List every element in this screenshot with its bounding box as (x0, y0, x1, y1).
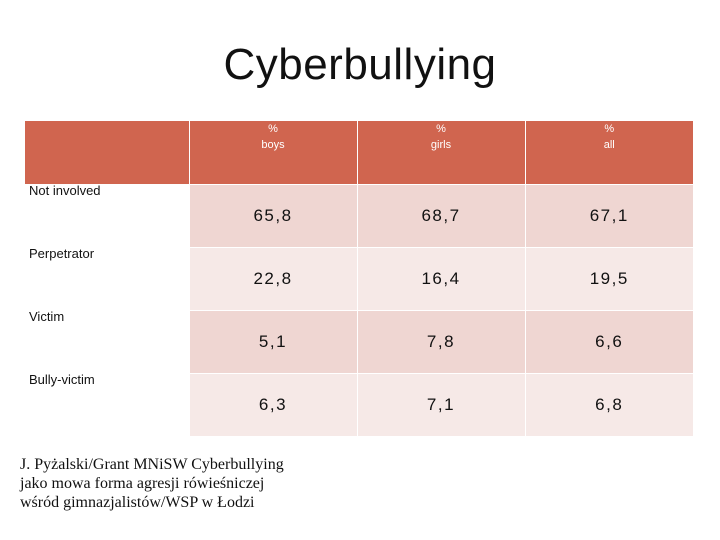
header-empty-cell (25, 121, 190, 184)
row-label-perpetrator: Perpetrator (25, 246, 190, 310)
cell-victim-girls: 7,8 (357, 309, 526, 373)
cell-victim-all: 6,6 (525, 309, 693, 373)
table-header-row: % boys % girls % all (25, 121, 693, 184)
header-girls-label: girls (430, 139, 452, 151)
header-all-label: all (603, 139, 615, 151)
source-citation: J. Pyżalski/Grant MNiSW Cyberbullying ja… (20, 455, 360, 512)
slide-title: Cyberbullying (223, 40, 497, 89)
source-line-1: J. Pyżalski/Grant MNiSW Cyberbullying (20, 456, 284, 473)
header-boys-label: boys (261, 139, 285, 151)
cell-bully-victim-boys: 6,3 (189, 372, 358, 436)
table-row: Not involved 65,8 68,7 67,1 (25, 183, 693, 247)
cell-perpetrator-girls: 16,4 (357, 246, 526, 310)
source-line-2: jako mowa forma agresji rówieśniczej (20, 475, 265, 492)
cell-bully-victim-all: 6,8 (525, 372, 693, 436)
header-boys: % boys (189, 121, 358, 184)
cell-perpetrator-boys: 22,8 (189, 246, 358, 310)
table-row: Bully-victim 6,3 7,1 6,8 (25, 372, 693, 436)
header-all: % all (525, 121, 693, 184)
header-girls: % girls (357, 121, 526, 184)
cell-bully-victim-girls: 7,1 (357, 372, 526, 436)
cell-not-involved-all: 67,1 (525, 183, 693, 247)
cell-not-involved-boys: 65,8 (189, 183, 358, 247)
header-all-symbol: % (604, 123, 615, 135)
cell-not-involved-girls: 68,7 (357, 183, 526, 247)
header-boys-symbol: % (268, 123, 278, 135)
row-label-not-involved: Not involved (25, 183, 190, 247)
cell-perpetrator-all: 19,5 (525, 246, 693, 310)
table-row: Perpetrator 22,8 16,4 19,5 (25, 246, 693, 310)
source-line-3: wśród gimnazjalistów/WSP w Łodzi (20, 494, 255, 511)
header-girls-symbol: % (436, 123, 446, 135)
table-row: Victim 5,1 7,8 6,6 (25, 309, 693, 373)
cell-victim-boys: 5,1 (189, 309, 358, 373)
row-label-bully-victim: Bully-victim (25, 372, 190, 436)
cyberbullying-table: % boys % girls % all Not involved 65,8 6… (25, 121, 693, 436)
row-label-victim: Victim (25, 309, 190, 373)
